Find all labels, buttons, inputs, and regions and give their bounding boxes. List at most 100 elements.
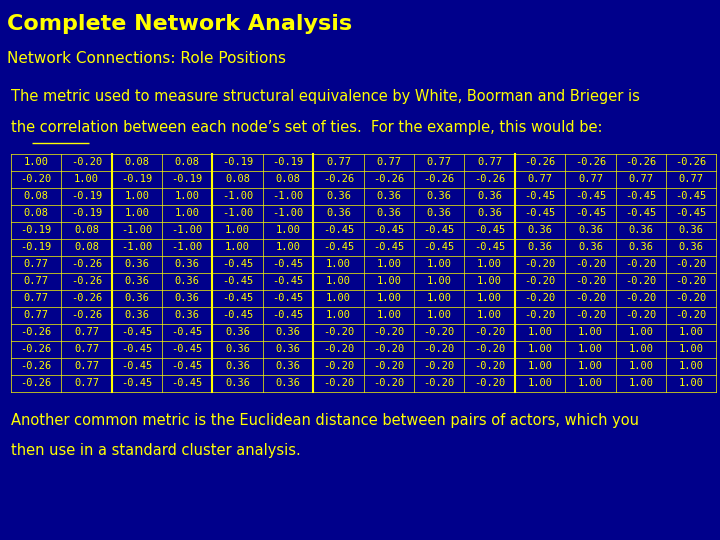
Text: 1.00: 1.00 xyxy=(427,276,451,286)
Text: 0.77: 0.77 xyxy=(24,310,48,320)
Text: 1.00: 1.00 xyxy=(225,242,250,252)
Text: 0.36: 0.36 xyxy=(427,208,451,218)
Text: 0.77: 0.77 xyxy=(679,174,703,184)
Text: -0.26: -0.26 xyxy=(71,259,102,269)
Text: -0.20: -0.20 xyxy=(373,327,405,337)
Text: -0.45: -0.45 xyxy=(524,191,556,201)
Text: -0.26: -0.26 xyxy=(675,157,707,167)
Text: -0.20: -0.20 xyxy=(323,361,354,371)
Text: -0.45: -0.45 xyxy=(423,225,455,235)
Text: -0.20: -0.20 xyxy=(20,174,52,184)
Text: 1.00: 1.00 xyxy=(427,310,451,320)
Text: -0.26: -0.26 xyxy=(625,157,657,167)
Text: 0.08: 0.08 xyxy=(74,225,99,235)
Text: -0.26: -0.26 xyxy=(20,344,52,354)
Text: 1.00: 1.00 xyxy=(175,208,199,218)
Text: 0.77: 0.77 xyxy=(377,157,401,167)
Text: -0.45: -0.45 xyxy=(575,208,606,218)
Text: -0.19: -0.19 xyxy=(71,208,102,218)
Text: -0.45: -0.45 xyxy=(625,208,657,218)
Text: -0.20: -0.20 xyxy=(323,327,354,337)
Text: -0.20: -0.20 xyxy=(474,378,505,388)
Text: -0.45: -0.45 xyxy=(675,191,707,201)
Text: 0.36: 0.36 xyxy=(125,259,149,269)
Text: 1.00: 1.00 xyxy=(377,293,401,303)
Text: 0.77: 0.77 xyxy=(629,174,653,184)
Text: -0.26: -0.26 xyxy=(71,293,102,303)
Text: 0.36: 0.36 xyxy=(377,208,401,218)
Text: -0.45: -0.45 xyxy=(222,310,253,320)
Text: 1.00: 1.00 xyxy=(276,225,300,235)
Text: 1.00: 1.00 xyxy=(578,361,603,371)
Text: -0.20: -0.20 xyxy=(675,259,707,269)
Text: 0.77: 0.77 xyxy=(326,157,351,167)
Text: 1.00: 1.00 xyxy=(578,327,603,337)
Text: -0.45: -0.45 xyxy=(474,225,505,235)
Text: -0.20: -0.20 xyxy=(675,310,707,320)
Text: 0.36: 0.36 xyxy=(477,191,502,201)
Text: 0.77: 0.77 xyxy=(74,378,99,388)
Text: -0.45: -0.45 xyxy=(222,276,253,286)
Text: 0.36: 0.36 xyxy=(276,378,300,388)
Text: -0.20: -0.20 xyxy=(474,327,505,337)
Text: -0.20: -0.20 xyxy=(575,259,606,269)
Text: 0.36: 0.36 xyxy=(528,225,552,235)
Text: 0.36: 0.36 xyxy=(427,191,451,201)
Text: 1.00: 1.00 xyxy=(326,259,351,269)
Text: -0.20: -0.20 xyxy=(373,361,405,371)
Text: 0.08: 0.08 xyxy=(24,191,48,201)
Text: 0.77: 0.77 xyxy=(24,276,48,286)
Text: -0.45: -0.45 xyxy=(272,293,304,303)
Text: -0.20: -0.20 xyxy=(373,344,405,354)
Text: -0.45: -0.45 xyxy=(121,378,153,388)
Text: 0.36: 0.36 xyxy=(477,208,502,218)
Text: -0.45: -0.45 xyxy=(171,378,203,388)
Text: -0.19: -0.19 xyxy=(272,157,304,167)
Text: 0.08: 0.08 xyxy=(276,174,300,184)
Text: The metric used to measure structural equivalence by White, Boorman and Brieger : The metric used to measure structural eq… xyxy=(11,89,639,104)
Text: -0.20: -0.20 xyxy=(675,276,707,286)
Text: -0.45: -0.45 xyxy=(121,344,153,354)
Text: 1.00: 1.00 xyxy=(377,276,401,286)
Text: 1.00: 1.00 xyxy=(377,259,401,269)
Text: -0.45: -0.45 xyxy=(222,293,253,303)
Text: -0.19: -0.19 xyxy=(121,174,153,184)
Text: -0.45: -0.45 xyxy=(575,191,606,201)
Text: 0.77: 0.77 xyxy=(477,157,502,167)
Text: -0.45: -0.45 xyxy=(171,344,203,354)
Text: -0.19: -0.19 xyxy=(20,225,52,235)
Text: 0.36: 0.36 xyxy=(175,276,199,286)
Text: 1.00: 1.00 xyxy=(679,327,703,337)
Text: -1.00: -1.00 xyxy=(121,225,153,235)
Text: -1.00: -1.00 xyxy=(272,191,304,201)
Text: -0.20: -0.20 xyxy=(675,293,707,303)
Text: 0.36: 0.36 xyxy=(276,327,300,337)
Text: 1.00: 1.00 xyxy=(276,242,300,252)
Text: 0.36: 0.36 xyxy=(225,344,250,354)
Text: 0.77: 0.77 xyxy=(427,157,451,167)
Text: -0.45: -0.45 xyxy=(272,259,304,269)
Text: -0.20: -0.20 xyxy=(625,276,657,286)
Text: 1.00: 1.00 xyxy=(578,378,603,388)
Text: 0.77: 0.77 xyxy=(24,259,48,269)
Text: 0.36: 0.36 xyxy=(175,310,199,320)
Text: -1.00: -1.00 xyxy=(272,208,304,218)
Text: -1.00: -1.00 xyxy=(171,225,203,235)
Text: -0.26: -0.26 xyxy=(323,174,354,184)
Text: 1.00: 1.00 xyxy=(629,327,653,337)
Text: 0.77: 0.77 xyxy=(74,327,99,337)
Text: -0.20: -0.20 xyxy=(524,276,556,286)
Text: 1.00: 1.00 xyxy=(578,344,603,354)
Text: 1.00: 1.00 xyxy=(629,361,653,371)
Text: 0.08: 0.08 xyxy=(175,157,199,167)
Text: -0.26: -0.26 xyxy=(20,378,52,388)
Text: -0.45: -0.45 xyxy=(121,361,153,371)
Text: -0.20: -0.20 xyxy=(575,293,606,303)
Text: 0.77: 0.77 xyxy=(74,361,99,371)
Text: 1.00: 1.00 xyxy=(528,378,552,388)
Text: 1.00: 1.00 xyxy=(326,310,351,320)
Text: -0.19: -0.19 xyxy=(71,191,102,201)
Text: 1.00: 1.00 xyxy=(326,293,351,303)
Text: 1.00: 1.00 xyxy=(24,157,48,167)
Text: -0.20: -0.20 xyxy=(524,310,556,320)
